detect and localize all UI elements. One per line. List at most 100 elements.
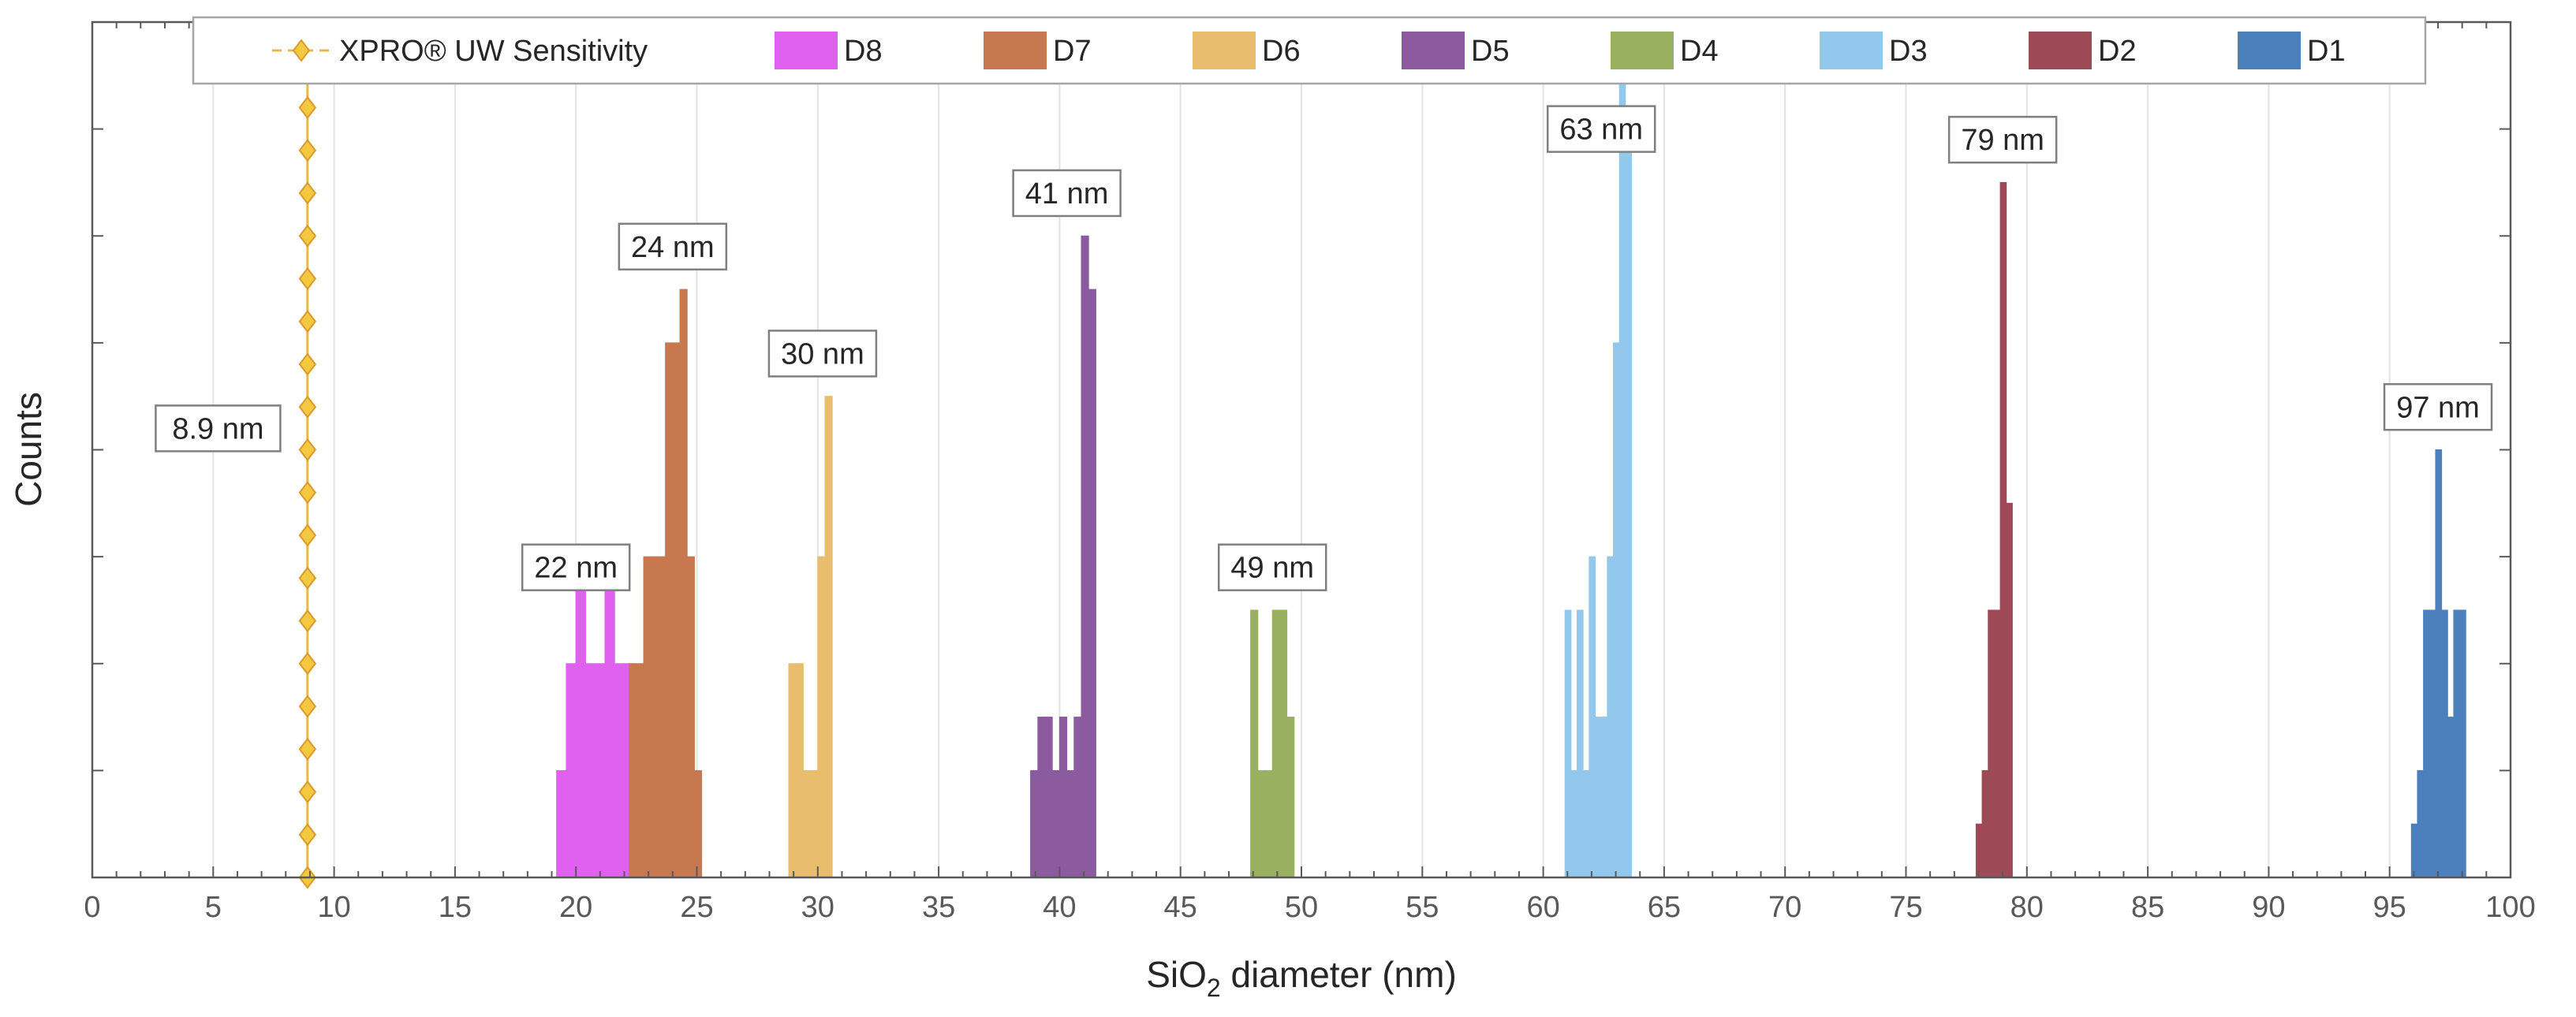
bar-d7 xyxy=(693,769,703,878)
sensitivity-marker xyxy=(298,310,317,333)
annotation-label: 22 nm xyxy=(534,552,618,585)
legend-item-d3: D3 xyxy=(1820,32,1928,69)
annotation: 49 nm xyxy=(1217,543,1327,591)
sensitivity-marker xyxy=(298,652,317,676)
legend-item-d6: D6 xyxy=(1193,32,1301,69)
bar-d7 xyxy=(629,663,637,878)
x-tick-label: 60 xyxy=(1526,891,1559,924)
bar-d8 xyxy=(595,663,606,878)
x-axis-title-subscript: 2 xyxy=(1207,974,1221,1002)
bar-d8 xyxy=(604,556,615,878)
sensitivity-marker xyxy=(298,266,317,291)
bar-d4 xyxy=(1286,717,1295,878)
bar-d6 xyxy=(824,396,833,878)
bar-d6 xyxy=(810,769,819,878)
bar-d6 xyxy=(788,663,797,878)
x-tick-label: 45 xyxy=(1164,891,1197,924)
annotation: 63 nm xyxy=(1546,105,1656,153)
bar-d4 xyxy=(1250,609,1259,878)
x-tick-label: 70 xyxy=(1768,891,1801,924)
bar-d1 xyxy=(2423,609,2430,878)
legend-swatch xyxy=(1611,32,1674,69)
bar-d1 xyxy=(2410,823,2418,878)
legend-swatch xyxy=(1402,32,1465,69)
bar-d6 xyxy=(795,663,804,878)
bar-d5 xyxy=(1081,235,1089,878)
bar-d3 xyxy=(1582,769,1590,878)
annotations: 8.9 nm 22 nm 24 nm 30 nm 41 nm 49 nm 63 nm 79 n… xyxy=(155,105,2493,591)
annotation-label: 24 nm xyxy=(631,231,715,264)
bar-d6 xyxy=(802,769,812,878)
bar-d2 xyxy=(1975,823,1983,878)
legend-label: D6 xyxy=(1262,35,1301,68)
bar-d7 xyxy=(643,556,651,878)
annotation-label: 8.9 nm xyxy=(172,412,263,445)
bar-d3 xyxy=(1570,769,1578,878)
y-axis-title: Counts xyxy=(8,392,49,507)
bar-d8 xyxy=(575,556,586,878)
x-tick-label: 100 xyxy=(2485,891,2535,924)
legend-swatch xyxy=(2029,32,2092,69)
legend-item-d8: D8 xyxy=(775,32,883,69)
annotation: 24 nm xyxy=(618,222,728,271)
x-tick-label: 10 xyxy=(317,891,350,924)
bar-d1 xyxy=(2459,609,2466,878)
legend-item-sensitivity: XPRO® UW Sensitivity xyxy=(272,35,648,68)
x-tick-label: 30 xyxy=(801,891,834,924)
annotation: 22 nm xyxy=(521,543,631,591)
annotation-label: 49 nm xyxy=(1230,552,1314,585)
x-tick-label: 75 xyxy=(1889,891,1922,924)
legend-swatch xyxy=(984,32,1047,69)
sensitivity-marker xyxy=(298,224,317,248)
annotation-box xyxy=(155,404,282,453)
annotation-box xyxy=(1947,115,2058,164)
bar-d5 xyxy=(1037,717,1046,878)
legend-label: D5 xyxy=(1471,35,1510,68)
x-tick-label: 40 xyxy=(1043,891,1076,924)
bar-d2 xyxy=(2006,502,2013,878)
bar-d4 xyxy=(1264,769,1273,878)
bar-d1 xyxy=(2429,609,2436,878)
bar-d2 xyxy=(1988,609,1995,878)
legend-label: D7 xyxy=(1053,35,1092,68)
annotation: 8.9 nm xyxy=(155,404,282,453)
annotation-box xyxy=(1546,105,1656,153)
sensitivity-marker xyxy=(298,609,317,633)
legend-label: D1 xyxy=(2307,35,2346,68)
sensitivity-marker xyxy=(298,438,317,462)
bar-d3 xyxy=(1577,609,1584,878)
sensitivity-marker xyxy=(298,695,317,718)
bar-d6 xyxy=(817,556,826,878)
annotation: 97 nm xyxy=(2383,383,2493,431)
legend-swatch xyxy=(775,32,838,69)
sensitivity-marker xyxy=(298,181,317,205)
bar-d5 xyxy=(1073,717,1082,878)
annotation: 79 nm xyxy=(1947,115,2058,164)
bar-d7 xyxy=(665,342,674,878)
bar-d1 xyxy=(2453,609,2461,878)
sensitivity-marker xyxy=(298,823,317,847)
annotation-label: 30 nm xyxy=(781,337,864,371)
sensitivity-marker xyxy=(298,780,317,804)
x-tick-label: 50 xyxy=(1285,891,1318,924)
legend-swatch xyxy=(2238,32,2301,69)
bar-d3 xyxy=(1564,609,1572,878)
bar-d3 xyxy=(1625,129,1633,878)
sensitivity-marker xyxy=(298,352,317,376)
annotation-label: 97 nm xyxy=(2396,391,2480,424)
grid-lines xyxy=(212,22,2391,877)
bar-d8 xyxy=(556,769,567,878)
bar-d4 xyxy=(1279,609,1288,878)
bar-d3 xyxy=(1607,556,1615,878)
bar-d1 xyxy=(2441,609,2448,878)
x-axis-title: SiO2 diameter (nm) xyxy=(1146,954,1457,1002)
legend-label: D3 xyxy=(1889,35,1928,68)
sensitivity-marker xyxy=(298,737,317,761)
bar-d3 xyxy=(1618,75,1626,878)
bar-d5 xyxy=(1051,769,1060,878)
x-tick-label: 35 xyxy=(922,891,955,924)
x-tick-label: 95 xyxy=(2373,891,2406,924)
bar-d5 xyxy=(1044,717,1053,878)
x-tick-label: 85 xyxy=(2131,891,2164,924)
